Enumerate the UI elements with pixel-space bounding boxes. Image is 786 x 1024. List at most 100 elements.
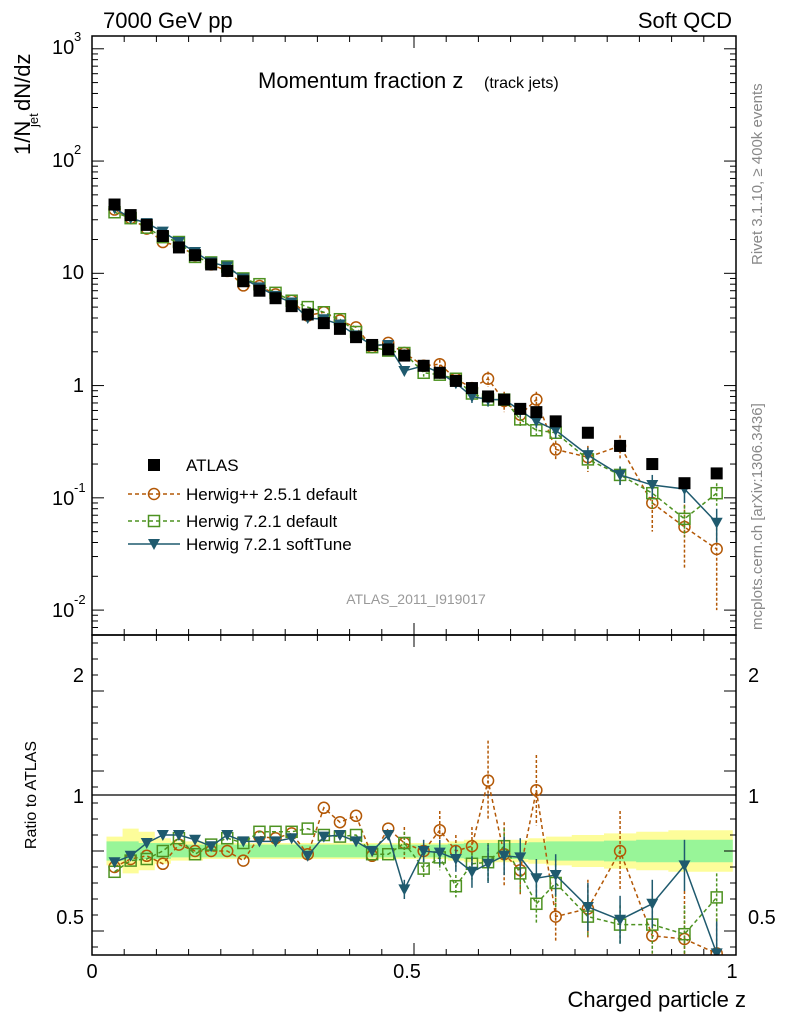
ytick-exp-0.01: -2 [74,592,86,607]
point-softtune [646,480,659,492]
legend-label-atlas: ATLAS [186,456,239,475]
legend-marker-atlas [148,459,160,471]
ratio-point-herwigpp [481,774,495,787]
point-atlas [189,249,202,262]
series-atlas [108,198,723,490]
ratio-point-softtune [156,830,169,841]
legend-marker-herwigpp [147,487,161,501]
point-atlas [221,264,234,277]
side-label-mcplots: mcplots.cern.ch [arXiv:1306.3436] [749,403,766,630]
ratio-point-softtune [549,870,562,881]
point-softtune [549,425,562,437]
ratio-point-softtune [269,836,282,848]
main-title: Momentum fraction z (track jets) [258,68,559,93]
ytick-label-0.01: 10 [52,600,74,622]
xtick-label-0: 0 [86,961,97,983]
point-atlas [317,317,330,330]
point-herwig721 [678,512,691,526]
ratio-ytick-1-right: 1 [748,786,759,808]
ytick-label-0.1: 10 [52,488,74,510]
ratio-point-herwigpp [317,801,331,815]
ratio-point-softtune [205,841,218,853]
ratio-point-herwig721 [710,891,723,904]
point-atlas [172,241,185,254]
point-softtune [465,391,478,403]
ratio-point-softtune [301,850,314,862]
ratio-point-herwigpp [333,815,347,829]
chart-title: Momentum fraction z [258,68,463,93]
y-axis-label: 1/N jet dN/dz [10,54,41,155]
main-panel: 10 -2 10 -1 1 10 10 2 10 3 Momentum frac… [10,29,737,636]
ratio-panel: 0.5 1 2 0.5 1 2 Ratio to ATLAS 0 0.5 1 C… [23,634,776,1012]
main-series [108,198,723,611]
ratio-point-herwigpp [549,910,562,923]
ratio-ytick-labels: 0.5 1 2 0.5 1 2 [56,665,776,929]
main-ticks [91,36,737,636]
ratio-ytick-1-left: 1 [73,786,84,808]
ratio-point-softtune [449,854,462,865]
legend-label-herwigpp: Herwig++ 2.5.1 default [186,485,357,504]
ratio-point-herwig721 [530,897,543,911]
ytick-exp-1000: 3 [74,29,81,44]
point-atlas [205,258,218,271]
ratio-ytick-2-left: 2 [73,665,84,687]
point-herwigpp [481,372,495,386]
ratio-point-softtune [382,830,395,841]
point-atlas [301,308,314,321]
point-atlas [433,366,446,379]
ratio-point-herwigpp [156,857,170,871]
ratio-point-herwigpp [237,854,250,867]
ratio-point-herwig721 [301,822,314,835]
ratio-point-softtune [482,858,495,870]
point-atlas [498,393,511,406]
point-herwigpp [530,393,543,406]
point-atlas [124,209,137,222]
point-herwigpp [549,443,562,456]
ratio-point-softtune [366,846,379,857]
ratio-point-softtune [514,852,527,864]
main-ytick-labels: 10 -2 10 -1 1 10 10 2 10 3 [52,29,86,622]
point-atlas [108,198,121,211]
header-left: 7000 GeV pp [103,8,233,33]
legend-marker-softtune [148,539,160,550]
point-atlas [269,292,282,305]
ratio-ticks [91,635,737,955]
ylabel-sub: jet [26,113,41,128]
ratio-point-herwigpp [433,823,447,837]
point-softtune [530,416,543,428]
ratio-point-softtune [498,850,511,862]
ratio-series-softtune [108,830,723,955]
legend-marker-herwig721 [147,514,161,528]
point-softtune [398,365,411,377]
point-herwigpp [710,542,723,556]
point-atlas [140,218,153,231]
ratio-point-softtune [433,847,446,859]
legend: ATLAS Herwig++ 2.5.1 default Herwig 7.2.… [128,456,357,554]
ratio-point-herwig721 [140,852,153,866]
point-softtune [581,450,594,462]
ylabel-tail: dN/dz [10,54,35,111]
ratio-point-herwig721 [449,879,463,893]
x-axis-label: Charged particle z [567,987,746,1012]
point-atlas [237,275,250,288]
ytick-exp-100: 2 [74,142,81,157]
ratio-point-herwig721 [417,862,430,875]
ratio-ylabel: Ratio to ATLAS [23,741,40,849]
ytick-label-1000: 10 [52,37,74,59]
point-atlas [253,284,266,297]
point-atlas [417,359,430,372]
ytick-label-1: 1 [73,375,84,397]
analysis-id: ATLAS_2011_I919017 [346,591,486,607]
ratio-point-softtune [285,833,298,845]
ratio-point-herwigpp [613,844,627,858]
ylabel-main: 1/N [10,121,35,155]
ratio-ytick-2-right: 2 [748,665,759,687]
point-atlas [646,458,659,471]
side-label-rivet: Rivet 3.1.10, ≥ 400k events [749,83,766,265]
xtick-label-0.5: 0.5 [393,961,421,983]
ratio-point-softtune [108,857,121,869]
ratio-point-softtune [465,866,478,878]
ytick-label-10: 10 [62,262,84,284]
ratio-point-softtune [646,898,659,910]
